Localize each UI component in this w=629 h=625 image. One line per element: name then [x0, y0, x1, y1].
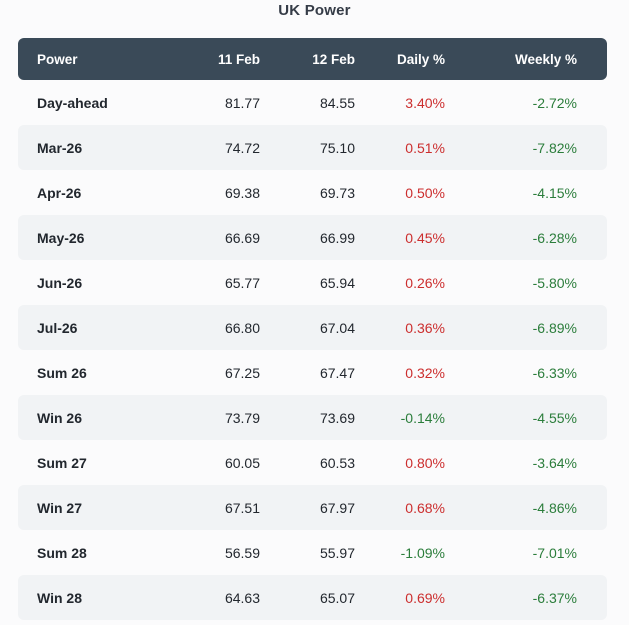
daily-change: -1.09% [400, 544, 445, 561]
weekly-change: -6.37% [445, 575, 607, 620]
power-label: Day-ahead [37, 94, 108, 111]
price-11feb: 67.25 [224, 364, 260, 381]
price-12feb: 69.73 [319, 184, 355, 201]
daily-change: 0.68% [355, 485, 445, 530]
weekly-change: -6.89% [445, 305, 607, 350]
daily-change: 0.80% [405, 454, 445, 471]
daily-change: 0.32% [405, 364, 445, 381]
price-11feb: 74.72 [198, 125, 260, 170]
weekly-change: -2.72% [532, 94, 577, 111]
table-row: Jun-26 65.77 65.94 0.26% -5.80% [18, 260, 607, 305]
weekly-change: -6.28% [445, 215, 607, 260]
weekly-change: -6.33% [532, 364, 577, 381]
table-row: Win 27 67.51 67.97 0.68% -4.86% [18, 485, 607, 530]
price-12feb: 75.10 [260, 125, 355, 170]
daily-change: -0.14% [355, 395, 445, 440]
price-12feb: 65.07 [260, 575, 355, 620]
table-row: Mar-26 74.72 75.10 0.51% -7.82% [18, 125, 607, 170]
price-12feb: 67.97 [260, 485, 355, 530]
price-12feb: 55.97 [319, 544, 355, 561]
power-label: Apr-26 [37, 184, 82, 201]
table-header: Power 11 Feb 12 Feb Daily % Weekly % [18, 38, 607, 80]
table-row: Sum 27 60.05 60.53 0.80% -3.64% [18, 440, 607, 485]
power-label: Mar-26 [18, 125, 198, 170]
price-11feb: 64.63 [198, 575, 260, 620]
power-label: Win 28 [18, 575, 198, 620]
header-weekly: Weekly % [445, 38, 607, 80]
page-title: UK Power [278, 2, 351, 19]
price-11feb: 65.77 [224, 274, 260, 291]
weekly-change: -7.82% [445, 125, 607, 170]
power-label: Sum 28 [37, 544, 87, 561]
power-label: May-26 [18, 215, 198, 260]
daily-change: 0.36% [355, 305, 445, 350]
price-11feb: 67.51 [198, 485, 260, 530]
daily-change: 0.69% [355, 575, 445, 620]
daily-change: 0.45% [355, 215, 445, 260]
header-power: Power [18, 38, 198, 80]
daily-change: 0.51% [355, 125, 445, 170]
price-12feb: 67.47 [319, 364, 355, 381]
price-table: Power 11 Feb 12 Feb Daily % Weekly % Day… [18, 38, 607, 620]
price-11feb: 81.77 [224, 94, 260, 111]
header-row: Power 11 Feb 12 Feb Daily % Weekly % [18, 38, 607, 80]
weekly-change: -4.15% [532, 184, 577, 201]
price-12feb: 65.94 [319, 274, 355, 291]
power-label: Win 26 [18, 395, 198, 440]
power-label: Win 27 [18, 485, 198, 530]
price-12feb: 60.53 [319, 454, 355, 471]
price-12feb: 73.69 [260, 395, 355, 440]
daily-change: 0.26% [405, 274, 445, 291]
table-row: Jul-26 66.80 67.04 0.36% -6.89% [18, 305, 607, 350]
weekly-change: -4.86% [445, 485, 607, 530]
table-body: Day-ahead 81.77 84.55 3.40% -2.72% Mar-26 74.7… [18, 80, 607, 620]
weekly-change: -7.01% [532, 544, 577, 561]
price-11feb: 66.80 [198, 305, 260, 350]
weekly-change: -4.55% [445, 395, 607, 440]
price-11feb: 56.59 [224, 544, 260, 561]
table-row: Sum 28 56.59 55.97 -1.09% -7.01% [18, 530, 607, 575]
daily-change: 3.40% [405, 94, 445, 111]
power-label: Jul-26 [18, 305, 198, 350]
weekly-change: -3.64% [532, 454, 577, 471]
table-row: Apr-26 69.38 69.73 0.50% -4.15% [18, 170, 607, 215]
table-row: Sum 26 67.25 67.47 0.32% -6.33% [18, 350, 607, 395]
uk-power-table: Power 11 Feb 12 Feb Daily % Weekly % Day… [18, 38, 607, 620]
table-row: Win 26 73.79 73.69 -0.14% -4.55% [18, 395, 607, 440]
price-11feb: 66.69 [198, 215, 260, 260]
table-row: May-26 66.69 66.99 0.45% -6.28% [18, 215, 607, 260]
power-label: Sum 27 [37, 454, 87, 471]
weekly-change: -5.80% [532, 274, 577, 291]
price-11feb: 69.38 [224, 184, 260, 201]
price-11feb: 73.79 [198, 395, 260, 440]
header-12feb: 12 Feb [260, 38, 355, 80]
table-row: Day-ahead 81.77 84.55 3.40% -2.72% [18, 80, 607, 125]
power-label: Sum 26 [37, 364, 87, 381]
price-12feb: 84.55 [319, 94, 355, 111]
table-row: Win 28 64.63 65.07 0.69% -6.37% [18, 575, 607, 620]
price-11feb: 60.05 [224, 454, 260, 471]
header-daily: Daily % [355, 38, 445, 80]
price-12feb: 67.04 [260, 305, 355, 350]
header-11feb: 11 Feb [198, 38, 260, 80]
daily-change: 0.50% [405, 184, 445, 201]
power-label: Jun-26 [37, 274, 83, 291]
price-12feb: 66.99 [260, 215, 355, 260]
